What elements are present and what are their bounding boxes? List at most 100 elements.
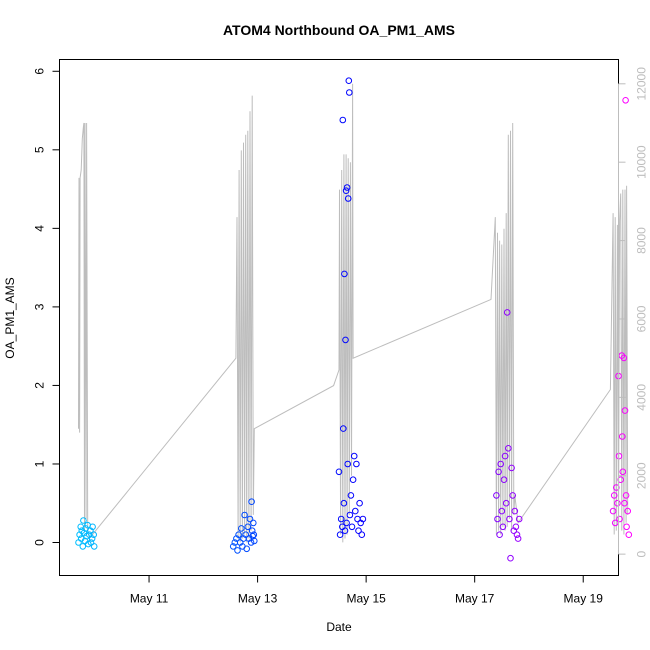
data-point bbox=[238, 525, 245, 532]
data-point bbox=[235, 531, 242, 539]
x-tick-label: May 19 bbox=[564, 592, 604, 606]
data-point bbox=[616, 515, 623, 523]
data-point bbox=[610, 492, 618, 499]
data-point bbox=[341, 270, 348, 278]
y2-tick-label: 6000 bbox=[635, 305, 649, 332]
data-point bbox=[90, 531, 97, 539]
y2-tick-label: 10000 bbox=[635, 145, 649, 179]
data-point bbox=[609, 507, 617, 515]
data-point bbox=[229, 543, 237, 550]
data-point bbox=[514, 535, 522, 542]
data-point bbox=[497, 460, 505, 468]
y-tick-label: 4 bbox=[33, 225, 47, 232]
data-point bbox=[505, 445, 512, 452]
data-point bbox=[234, 547, 241, 554]
data-point bbox=[247, 539, 255, 546]
data-point bbox=[619, 433, 626, 440]
data-point bbox=[620, 354, 628, 362]
data-point bbox=[356, 499, 363, 507]
y2-tick-label: 4000 bbox=[635, 384, 649, 411]
x-tick-label: May 17 bbox=[455, 592, 495, 606]
data-point bbox=[507, 554, 514, 562]
data-point bbox=[346, 511, 354, 519]
y-tick-label: 6 bbox=[33, 68, 47, 75]
data-point bbox=[344, 195, 352, 202]
data-point bbox=[358, 531, 366, 539]
y-tick-label: 5 bbox=[33, 146, 47, 153]
data-point bbox=[250, 531, 258, 539]
data-point bbox=[335, 468, 343, 476]
data-point bbox=[622, 97, 629, 104]
data-point bbox=[621, 407, 629, 414]
data-point bbox=[89, 523, 96, 531]
data-point bbox=[344, 460, 352, 468]
data-point bbox=[515, 515, 523, 523]
data-point bbox=[509, 492, 517, 499]
data-point bbox=[511, 507, 519, 515]
data-point bbox=[619, 468, 627, 476]
data-point bbox=[508, 464, 515, 472]
data-point bbox=[624, 507, 632, 515]
data-point bbox=[337, 515, 345, 523]
data-point bbox=[500, 476, 508, 484]
data-point bbox=[350, 452, 358, 460]
data-point bbox=[513, 531, 521, 539]
data-point bbox=[346, 89, 353, 96]
data-point bbox=[80, 517, 87, 524]
chart-title: ATOM4 Northbound OA_PM1_AMS bbox=[223, 22, 455, 38]
data-point bbox=[352, 507, 359, 515]
data-point bbox=[510, 527, 518, 535]
data-point bbox=[339, 116, 347, 124]
x-axis-label: Date bbox=[326, 620, 352, 634]
data-point bbox=[341, 527, 349, 535]
y-tick-label: 2 bbox=[33, 382, 47, 389]
x-tick-label: May 13 bbox=[238, 592, 278, 606]
data-point bbox=[343, 184, 351, 191]
right-axis-line-layer bbox=[78, 83, 629, 543]
data-point bbox=[617, 476, 625, 484]
data-point bbox=[503, 309, 511, 316]
data-point bbox=[90, 543, 98, 550]
data-point bbox=[355, 527, 362, 535]
data-point bbox=[353, 460, 360, 468]
data-point bbox=[336, 531, 344, 539]
y-axis-right: 0 2000 4000 6000 8000 10000 12000 bbox=[618, 67, 649, 557]
data-point bbox=[495, 468, 502, 476]
data-point bbox=[493, 492, 500, 499]
x-tick-label: May 11 bbox=[130, 592, 169, 606]
data-point bbox=[347, 492, 355, 499]
data-point bbox=[498, 507, 506, 515]
y2-tick-label: 8000 bbox=[635, 227, 649, 254]
data-point bbox=[241, 511, 248, 519]
data-point bbox=[248, 498, 255, 506]
data-point bbox=[501, 452, 509, 460]
data-point bbox=[246, 515, 254, 523]
data-point bbox=[621, 499, 628, 507]
data-point bbox=[496, 531, 503, 539]
data-point bbox=[79, 543, 87, 550]
y2-tick-label: 12000 bbox=[635, 67, 649, 101]
data-point bbox=[88, 535, 96, 542]
data-point bbox=[342, 187, 350, 194]
data-point bbox=[359, 515, 367, 523]
data-point bbox=[243, 545, 250, 553]
y2-tick-label: 0 bbox=[635, 550, 649, 557]
right-axis-series-line bbox=[78, 83, 629, 543]
data-point bbox=[345, 77, 353, 84]
data-point bbox=[506, 515, 513, 523]
data-point bbox=[342, 336, 349, 344]
data-point bbox=[494, 515, 501, 523]
data-point bbox=[502, 499, 510, 507]
data-point bbox=[348, 523, 356, 531]
scatter-point-layer bbox=[75, 77, 633, 562]
data-point bbox=[251, 537, 258, 545]
data-point bbox=[349, 476, 357, 484]
data-point bbox=[340, 499, 348, 507]
x-axis: May 11 May 13 May 15 May 17 May 19 bbox=[130, 575, 604, 606]
y-axis-label: OA_PM1_AMS bbox=[3, 277, 17, 358]
x-tick-label: May 15 bbox=[346, 592, 386, 606]
data-point bbox=[613, 484, 620, 491]
data-point bbox=[625, 531, 633, 539]
